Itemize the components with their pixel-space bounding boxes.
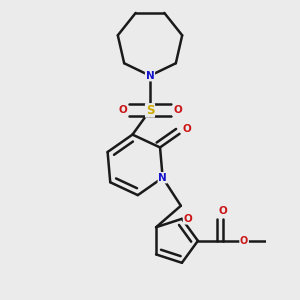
Text: O: O <box>182 124 191 134</box>
Text: N: N <box>146 71 154 81</box>
Text: S: S <box>146 104 154 117</box>
Text: O: O <box>118 105 127 116</box>
Text: N: N <box>158 173 167 183</box>
Text: O: O <box>218 206 227 216</box>
Text: O: O <box>240 236 248 246</box>
Text: O: O <box>184 214 192 224</box>
Text: O: O <box>173 105 182 116</box>
